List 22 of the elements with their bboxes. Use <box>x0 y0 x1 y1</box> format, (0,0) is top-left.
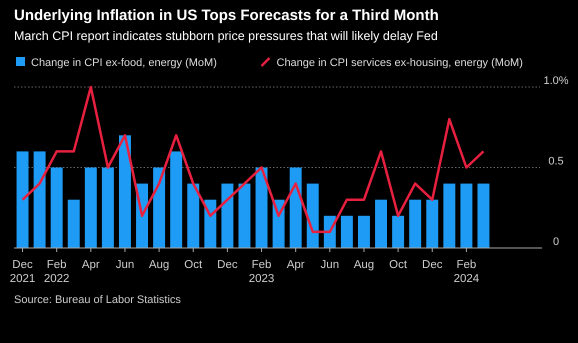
x-tick-label: Dec <box>217 259 238 271</box>
x-tick-label: Feb 2023 <box>248 259 274 285</box>
x-tick-label: Apr <box>286 259 305 271</box>
legend-label: Change in CPI ex-food, energy (MoM) <box>31 57 217 69</box>
x-tick-label: Jun <box>320 259 340 271</box>
x-tick-label: Dec 2021 <box>10 259 36 285</box>
y-tick-label: 0.5 <box>548 156 564 168</box>
legend-label: Change in CPI services ex-housing, energy (MoM) <box>276 57 523 69</box>
x-tick-label: Oct <box>184 259 203 271</box>
x-tick-label: Dec <box>422 259 443 271</box>
y-tick-label: 1.0% <box>543 75 569 87</box>
x-tick-label: Aug <box>148 259 170 271</box>
x-tick-label: Jun <box>116 259 134 271</box>
y-tick-label: 0 <box>552 236 560 248</box>
x-tick-label: Aug <box>354 259 374 271</box>
chart-subtitle: March CPI report indicates stubborn price pressures that will likely delay Fed <box>14 29 438 43</box>
x-tick-label: Apr <box>82 259 100 271</box>
x-tick-label: Feb 2024 <box>454 259 480 285</box>
x-tick-label: Feb 2022 <box>44 259 70 285</box>
chart-title: Underlying Inflation in US Tops Forecasts for a Third Month <box>14 7 439 24</box>
source-note: Source: Bureau of Labor Statistics <box>14 294 182 306</box>
x-tick-label: Oct <box>389 259 408 271</box>
